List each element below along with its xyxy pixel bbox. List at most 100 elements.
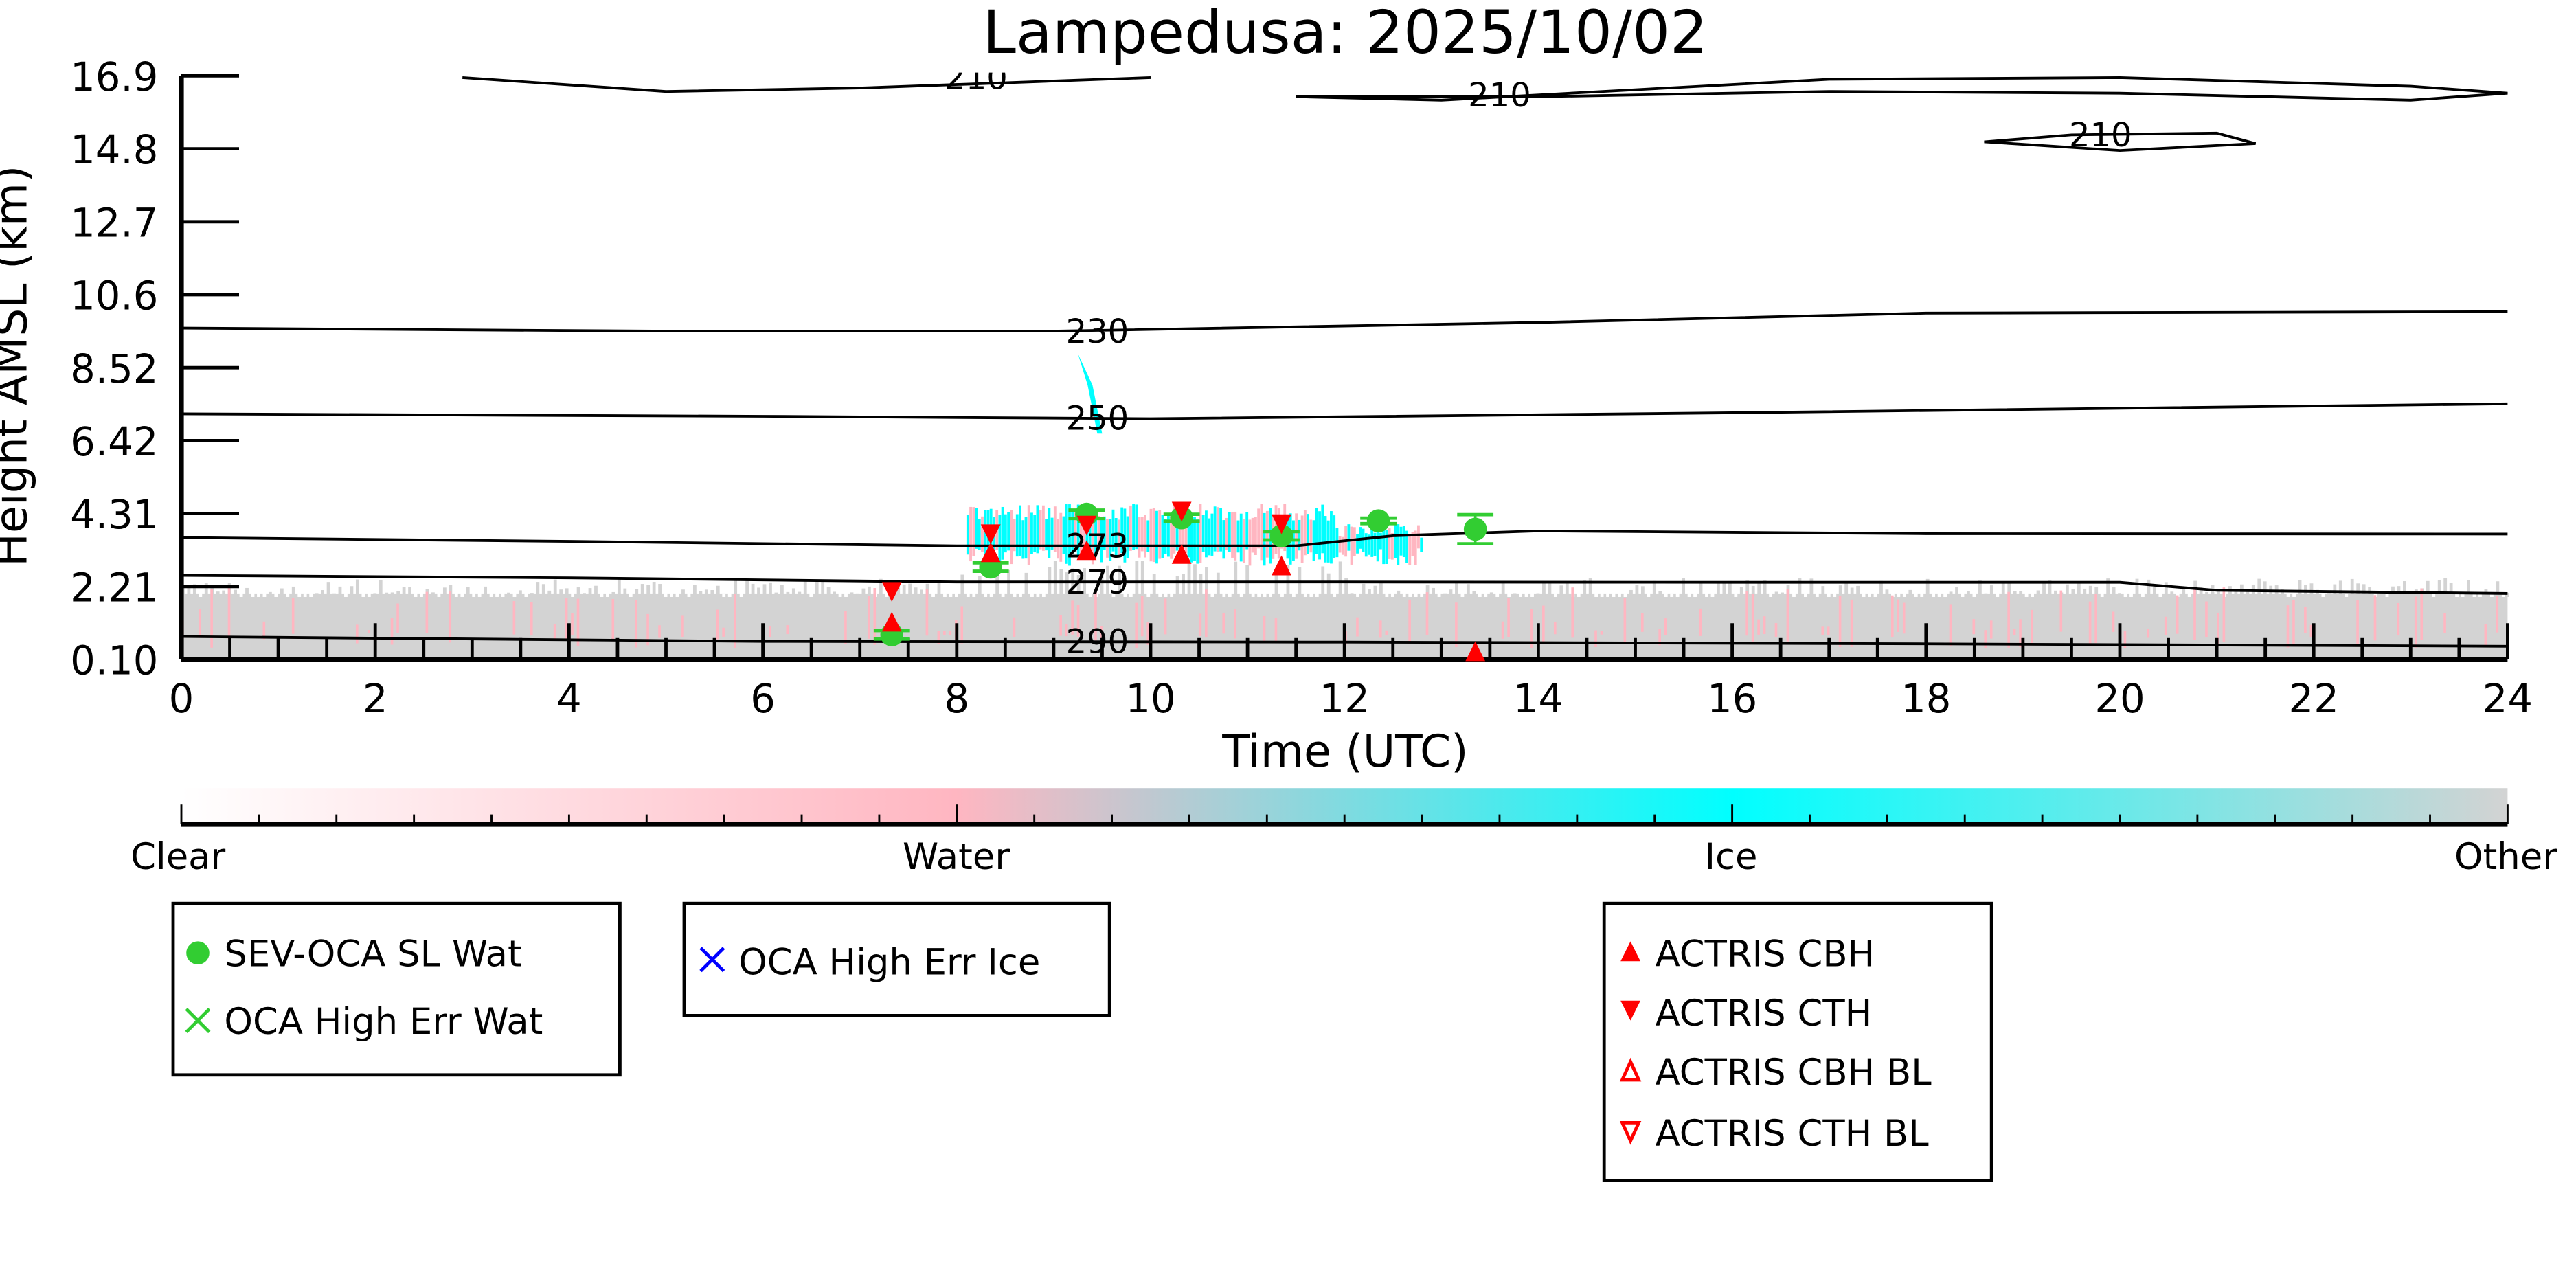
ice-cloud-column [1397, 524, 1400, 565]
ice-cloud-column [1164, 519, 1167, 554]
other-cloud-column [2088, 585, 2092, 597]
water-cloud-column [943, 631, 946, 635]
y-tick-label: 10.6 [70, 273, 158, 319]
other-cloud-column [1774, 591, 1778, 597]
other-cloud-column [2507, 592, 2509, 597]
ice-cloud-column [1196, 519, 1199, 564]
other-cloud-column [1460, 591, 1465, 597]
other-cloud-column [2217, 591, 2220, 597]
legend-green-circle-icon [186, 941, 210, 964]
legend-label: ACTRIS CBH BL [1656, 1052, 1932, 1094]
water-cloud-column [867, 596, 870, 639]
ice-cloud-column [1138, 517, 1141, 558]
ice-cloud-column [1362, 528, 1365, 552]
other-cloud-column [338, 586, 342, 597]
other-cloud-column [326, 582, 330, 597]
ice-cloud-column [1193, 517, 1196, 561]
other-cloud-column [623, 588, 627, 597]
other-cloud-column [914, 587, 918, 597]
data-markers [873, 501, 1494, 662]
other-cloud-column [1536, 593, 1540, 597]
water-cloud-column [1530, 609, 1533, 648]
other-cloud-column [280, 588, 284, 597]
other-cloud-column [1309, 574, 1313, 597]
water-cloud-column [716, 609, 719, 640]
other-cloud-column [739, 580, 743, 597]
ice-cloud-column [1295, 513, 1298, 559]
other-cloud-column [541, 584, 545, 597]
other-cloud-column [1019, 563, 1022, 597]
other-cloud-column [1507, 579, 1511, 597]
other-cloud-column [745, 579, 749, 597]
other-cloud-column [1577, 582, 1581, 597]
other-cloud-column [216, 591, 220, 597]
legend-label: SEV-OCA SL Wat [224, 933, 521, 975]
other-cloud-column [1804, 589, 1807, 597]
sev-oca-point [1463, 517, 1487, 541]
ice-cloud-column [1173, 506, 1176, 554]
water-cloud-column [1774, 623, 1778, 637]
other-cloud-column [1478, 591, 1482, 597]
ice-cloud-column [1123, 508, 1127, 563]
other-cloud-column [1897, 583, 1901, 597]
water-cloud-column [2176, 595, 2179, 634]
other-cloud-column [1513, 593, 1517, 597]
other-cloud-column [414, 586, 418, 597]
water-cloud-column [1897, 599, 1900, 632]
other-cloud-column [600, 579, 604, 597]
other-cloud-column [635, 589, 639, 597]
other-cloud-column [437, 593, 441, 597]
legend-blue-x-icon [699, 947, 725, 973]
other-cloud-column [2048, 580, 2052, 597]
x-tick-label: 10 [1125, 676, 1175, 722]
water-cloud-column [1341, 536, 1344, 555]
other-cloud-column [291, 586, 295, 597]
ice-cloud-column [1010, 510, 1013, 565]
water-cloud-column [1338, 536, 1342, 553]
water-cloud-column [2193, 587, 2196, 640]
water-cloud-column [2147, 629, 2150, 638]
other-cloud-column [1013, 561, 1017, 597]
ice-cloud-column [1041, 505, 1045, 551]
other-cloud-column [2141, 588, 2145, 597]
other-cloud-column [1041, 563, 1046, 597]
other-cloud-column [501, 586, 505, 597]
water-cloud-column [1234, 609, 1236, 639]
water-cloud-column [1600, 631, 1603, 635]
ice-cloud-column [1205, 510, 1208, 558]
water-cloud-column [1408, 599, 1411, 643]
other-cloud-column [1937, 590, 1941, 597]
other-cloud-column [1053, 561, 1057, 597]
ice-cloud-column [1385, 530, 1388, 564]
other-cloud-column [1978, 580, 1982, 597]
water-cloud-column [1972, 619, 1976, 635]
other-cloud-column [833, 591, 836, 597]
ice-cloud-column [1388, 528, 1391, 559]
ice-cloud-column [1001, 506, 1004, 560]
other-cloud-column [1140, 561, 1144, 597]
other-cloud-column [1088, 563, 1092, 597]
y-tick-label: 14.8 [70, 127, 158, 173]
ice-cloud-column [969, 506, 972, 562]
other-cloud-column [2356, 583, 2360, 597]
legend-triangle-up-open-icon [1619, 1057, 1642, 1082]
other-cloud-column [408, 587, 411, 597]
ice-cloud-column [1303, 510, 1307, 556]
x-tick-label: 22 [2289, 676, 2339, 722]
ice-cloud-column [1178, 516, 1182, 561]
water-cloud-column [1263, 615, 1266, 642]
other-cloud-column [861, 588, 866, 597]
other-cloud-column [1193, 564, 1197, 597]
other-cloud-column [716, 585, 720, 597]
water-cloud-column [1542, 605, 1545, 645]
other-cloud-column [431, 592, 435, 597]
water-cloud-column [425, 591, 429, 633]
other-cloud-column [402, 587, 406, 597]
other-cloud-column [972, 562, 976, 597]
ice-cloud-column [1007, 512, 1010, 551]
other-cloud-column [1385, 589, 1389, 597]
other-cloud-column [1344, 578, 1348, 597]
water-cloud-column [786, 625, 789, 635]
ice-cloud-column [1024, 517, 1028, 559]
